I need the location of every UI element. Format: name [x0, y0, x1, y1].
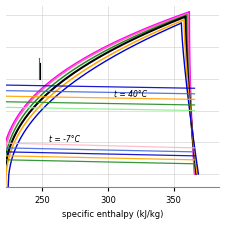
Text: t = -7°C: t = -7°C: [49, 135, 80, 144]
Text: t = 40°C: t = 40°C: [115, 90, 148, 99]
X-axis label: specific enthalpy (kJ/kg): specific enthalpy (kJ/kg): [62, 210, 163, 219]
